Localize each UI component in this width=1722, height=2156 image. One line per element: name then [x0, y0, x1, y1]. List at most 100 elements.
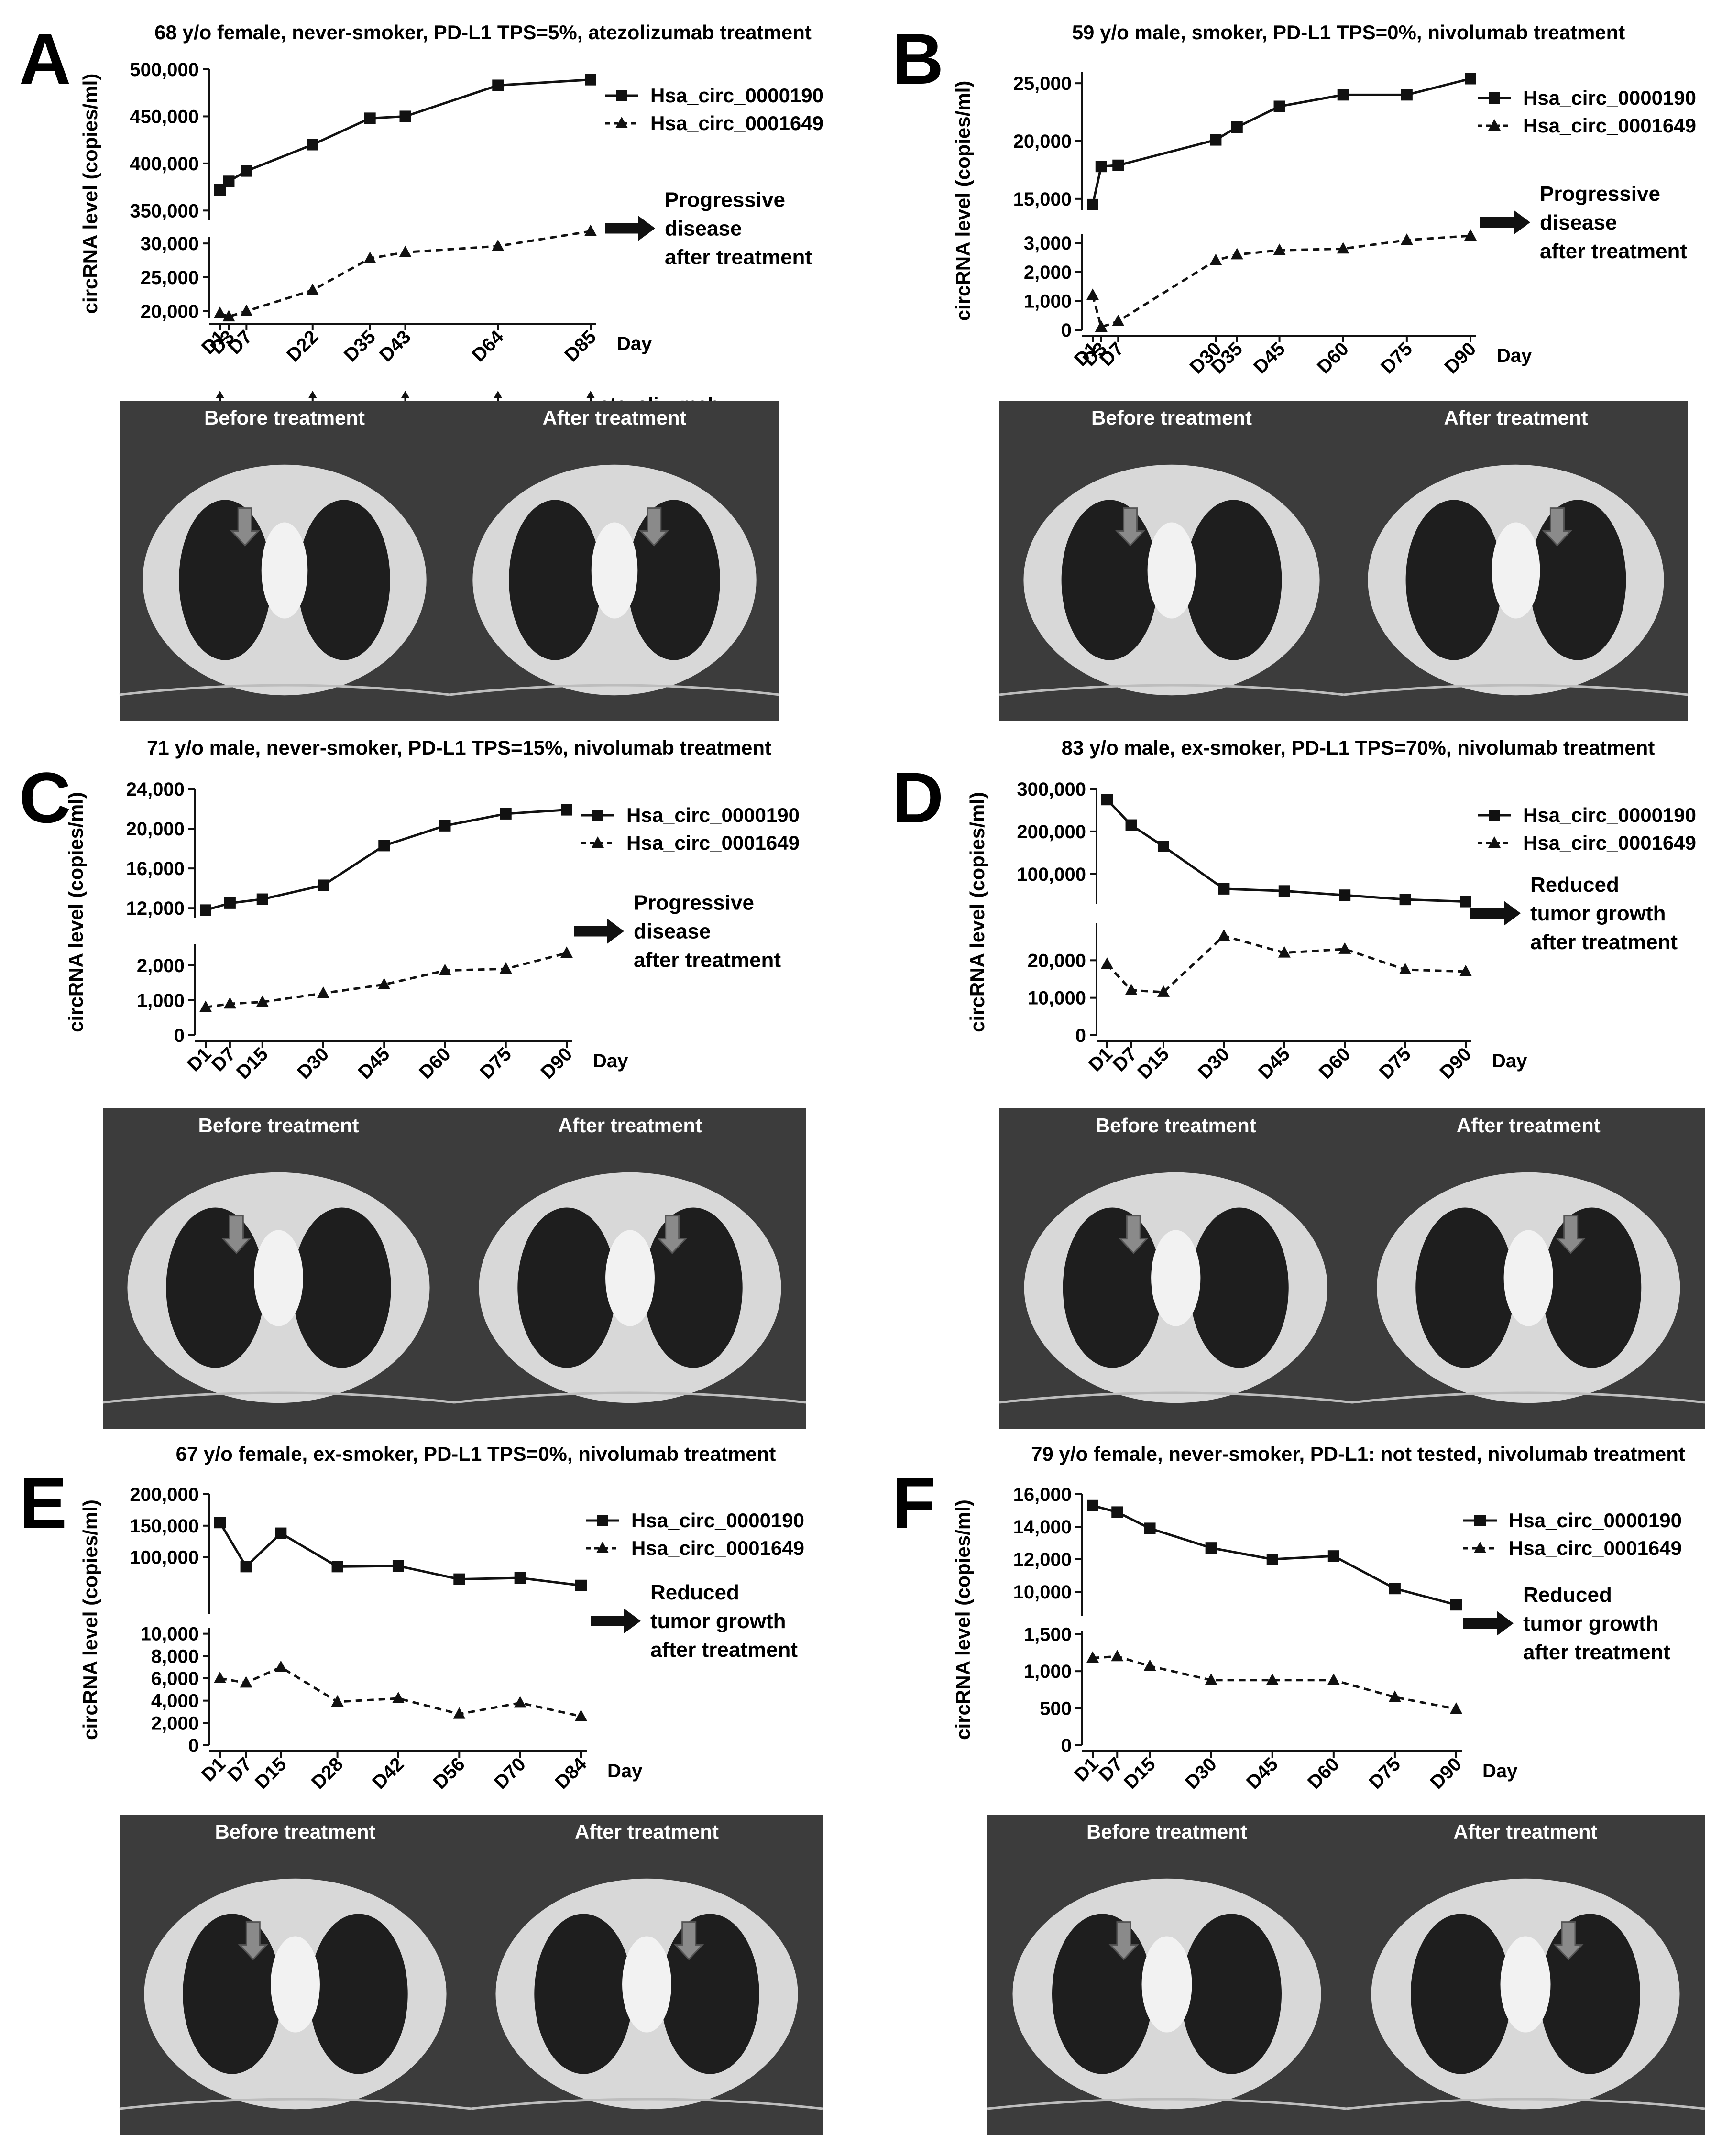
ct-mediastinum: [1503, 1230, 1553, 1326]
data-point-triangle: [240, 1676, 252, 1688]
outcome-text-line: disease: [665, 217, 742, 241]
upper-y-tick-label: 100,000: [1017, 864, 1086, 885]
panel-b: B 59 y/o male, smoker, PD-L1 TPS=0%, nivo…: [892, 19, 1696, 721]
treatment-arrow-head: [494, 391, 503, 398]
data-point-triangle: [1086, 1651, 1099, 1663]
ct-table: [449, 684, 780, 696]
upper-y-tick-label: 15,000: [1013, 189, 1072, 210]
x-tick-label: D15: [1120, 1753, 1160, 1793]
panel-letter: D: [892, 757, 943, 838]
x-tick-label: D22: [283, 326, 322, 366]
ct-lung-right: [1415, 1207, 1514, 1368]
lower-y-tick-label: 30,000: [141, 233, 199, 254]
ct-label: Before treatment: [1091, 406, 1252, 429]
ct-lung-right: [1061, 500, 1158, 660]
data-point-triangle: [274, 1660, 287, 1672]
data-point-square: [1339, 889, 1351, 901]
ct-lesion-arrow-icon: [1556, 1215, 1586, 1254]
ct-lesion-arrow-icon: [1118, 1215, 1149, 1254]
legend-label: Hsa_circ_0000190: [1509, 1509, 1682, 1532]
data-point-triangle: [1338, 942, 1351, 954]
ct-lesion-arrow-icon: [1115, 507, 1146, 547]
data-point-triangle: [1217, 929, 1230, 941]
ct-mediastinum: [1500, 1936, 1551, 2033]
ct-lesion-arrow-icon: [1553, 1921, 1584, 1960]
data-point-triangle: [1459, 964, 1472, 976]
data-point-square: [439, 820, 451, 832]
x-tick-label: D60: [1313, 338, 1353, 378]
ct-scan-after: After treatment: [454, 1108, 806, 1429]
x-axis-label: Day: [1497, 345, 1532, 366]
ct-scan-after: After treatment: [471, 1815, 823, 2135]
ct-lesion-arrow-icon: [674, 1921, 704, 1960]
upper-y-tick-label: 300,000: [1017, 779, 1086, 800]
ct-scan-after: After treatment: [1352, 1108, 1705, 1429]
ct-label: Before treatment: [215, 1820, 375, 1843]
data-point-square: [500, 808, 512, 820]
data-point-square: [318, 879, 329, 891]
x-tick-label: D15: [1133, 1043, 1173, 1083]
ct-table: [119, 2098, 472, 2110]
ct-mediastinum: [622, 1936, 671, 2033]
data-point-triangle: [256, 995, 269, 1007]
ct-scan-before: Before treatment: [119, 401, 450, 721]
series-line-2: [1106, 934, 1466, 994]
ct-table: [119, 684, 450, 696]
panel-e: E 67 y/o female, ex-smoker, PD-L1 TPS=0%,…: [19, 1443, 823, 2135]
chart-title: 59 y/o male, smoker, PD-L1 TPS=0%, nivol…: [1072, 21, 1625, 44]
lower-y-tick-label: 1,000: [137, 990, 185, 1011]
lower-y-tick-label: 6,000: [151, 1668, 199, 1689]
lower-y-tick-label: 500: [1040, 1698, 1072, 1719]
ct-lung-right: [534, 1914, 633, 2074]
ct-lung-left: [309, 1914, 408, 2074]
ct-mediastinum: [1151, 1230, 1201, 1326]
data-point-square: [1460, 896, 1471, 908]
lower-y-tick-label: 0: [1075, 1025, 1086, 1046]
data-point-square: [241, 165, 252, 177]
ct-label: Before treatment: [204, 406, 365, 429]
ct-scan-after: After treatment: [449, 401, 780, 721]
data-point-triangle: [560, 946, 573, 958]
data-point-square: [392, 1560, 404, 1572]
data-point-triangle: [1112, 314, 1125, 326]
upper-y-tick-label: 16,000: [1013, 1484, 1072, 1505]
legend-marker-square: [1489, 92, 1500, 104]
data-point-triangle: [1143, 1659, 1156, 1671]
lower-y-tick-label: 20,000: [141, 301, 199, 322]
lower-y-tick-label: 2,000: [151, 1713, 199, 1734]
lower-y-tick-label: 2,000: [1024, 262, 1072, 283]
upper-y-tick-label: 25,000: [1013, 73, 1072, 94]
ct-scan-after: After treatment: [1343, 401, 1689, 721]
outcome-text-line: Progressive: [1540, 182, 1660, 206]
x-tick-label: D75: [1365, 1753, 1404, 1793]
data-point-square: [453, 1573, 465, 1585]
data-point-square: [1399, 894, 1411, 906]
ct-lung-left: [292, 1207, 391, 1368]
ct-lung-right: [166, 1207, 265, 1368]
treatment-arrow-head: [308, 391, 317, 398]
ct-label: Before treatment: [1096, 1114, 1256, 1137]
upper-y-tick-label: 200,000: [130, 1484, 199, 1505]
x-tick-label: D84: [551, 1753, 591, 1794]
ct-label: After treatment: [575, 1820, 719, 1843]
ct-mediastinum: [1492, 522, 1540, 619]
data-point-triangle: [199, 1000, 212, 1012]
outcome-text-line: after treatment: [665, 246, 812, 269]
panel-f: F 79 y/o female, never-smoker, PD-L1: not…: [892, 1443, 1705, 2135]
x-tick-label: D43: [375, 326, 415, 366]
data-point-triangle: [222, 310, 235, 322]
ct-lung-left: [627, 500, 720, 660]
legend-marker-square: [592, 810, 603, 821]
chart-title: 83 y/o male, ex-smoker, PD-L1 TPS=70%, n…: [1062, 736, 1655, 759]
legend-marker-triangle: [1488, 836, 1501, 848]
data-point-square: [561, 804, 572, 816]
y-axis-label: circRNA level (copies/ml): [952, 1499, 974, 1740]
ct-label: After treatment: [1453, 1820, 1597, 1843]
x-tick-label: D45: [1250, 338, 1289, 378]
ct-lung-left: [1181, 1914, 1282, 2074]
x-tick-label: D90: [537, 1043, 576, 1083]
upper-y-tick-label: 24,000: [126, 779, 185, 800]
data-point-square: [575, 1579, 587, 1591]
data-point-triangle: [1327, 1673, 1340, 1685]
treatment-arrow-head: [586, 391, 595, 398]
